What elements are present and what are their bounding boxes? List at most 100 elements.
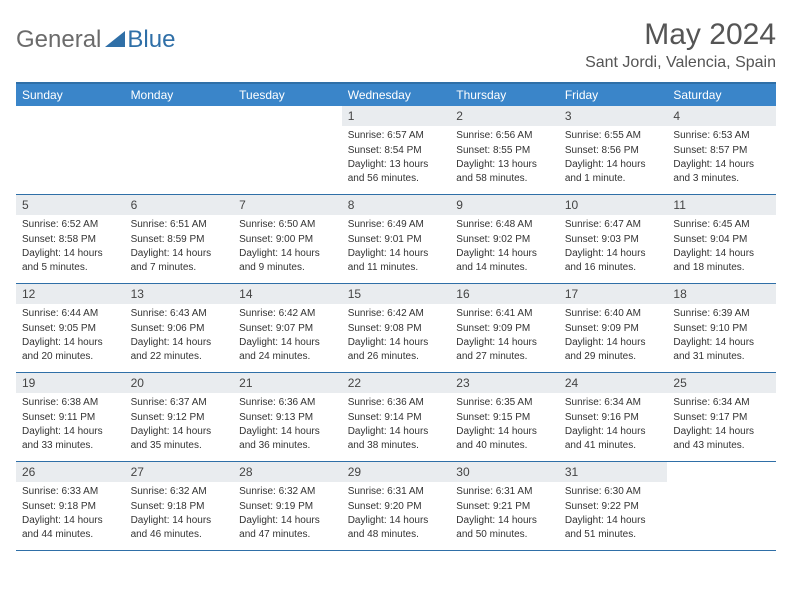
day-cell: 18Sunrise: 6:39 AMSunset: 9:10 PMDayligh…: [667, 284, 776, 372]
day-cell: 24Sunrise: 6:34 AMSunset: 9:16 PMDayligh…: [559, 373, 668, 461]
day-sunrise: Sunrise: 6:30 AM: [565, 485, 662, 499]
day-sunset: Sunset: 9:18 PM: [22, 500, 119, 514]
day-content: Sunrise: 6:31 AMSunset: 9:20 PMDaylight:…: [342, 482, 451, 548]
day-cell: 3Sunrise: 6:55 AMSunset: 8:56 PMDaylight…: [559, 106, 668, 194]
page-header: General Blue May 2024 Sant Jordi, Valenc…: [16, 18, 776, 72]
day-sunset: Sunset: 9:07 PM: [239, 322, 336, 336]
day-daylight: Daylight: 14 hours and 44 minutes.: [22, 514, 119, 541]
day-number: 18: [667, 284, 776, 304]
day-content: Sunrise: 6:51 AMSunset: 8:59 PMDaylight:…: [125, 215, 234, 281]
day-sunrise: Sunrise: 6:39 AM: [673, 307, 770, 321]
day-number: 2: [450, 106, 559, 126]
day-number: 6: [125, 195, 234, 215]
day-number: 13: [125, 284, 234, 304]
day-sunrise: Sunrise: 6:38 AM: [22, 396, 119, 410]
weekday-label: Monday: [125, 84, 234, 106]
day-number: 27: [125, 462, 234, 482]
day-sunrise: Sunrise: 6:34 AM: [565, 396, 662, 410]
calendar-week: 12Sunrise: 6:44 AMSunset: 9:05 PMDayligh…: [16, 284, 776, 373]
day-cell: 27Sunrise: 6:32 AMSunset: 9:18 PMDayligh…: [125, 462, 234, 550]
day-content: Sunrise: 6:47 AMSunset: 9:03 PMDaylight:…: [559, 215, 668, 281]
day-sunset: Sunset: 9:04 PM: [673, 233, 770, 247]
day-sunrise: Sunrise: 6:52 AM: [22, 218, 119, 232]
day-sunset: Sunset: 9:19 PM: [239, 500, 336, 514]
day-sunset: Sunset: 9:21 PM: [456, 500, 553, 514]
day-sunrise: Sunrise: 6:45 AM: [673, 218, 770, 232]
day-sunset: Sunset: 9:12 PM: [131, 411, 228, 425]
day-cell: 30Sunrise: 6:31 AMSunset: 9:21 PMDayligh…: [450, 462, 559, 550]
day-cell: .: [233, 106, 342, 194]
day-sunrise: Sunrise: 6:42 AM: [348, 307, 445, 321]
day-number: 28: [233, 462, 342, 482]
day-content: Sunrise: 6:42 AMSunset: 9:07 PMDaylight:…: [233, 304, 342, 370]
day-sunrise: Sunrise: 6:49 AM: [348, 218, 445, 232]
day-cell: 11Sunrise: 6:45 AMSunset: 9:04 PMDayligh…: [667, 195, 776, 283]
day-sunset: Sunset: 9:08 PM: [348, 322, 445, 336]
day-sunrise: Sunrise: 6:40 AM: [565, 307, 662, 321]
day-daylight: Daylight: 14 hours and 5 minutes.: [22, 247, 119, 274]
day-number: 5: [16, 195, 125, 215]
day-sunset: Sunset: 9:00 PM: [239, 233, 336, 247]
day-daylight: Daylight: 14 hours and 41 minutes.: [565, 425, 662, 452]
day-sunrise: Sunrise: 6:47 AM: [565, 218, 662, 232]
day-sunset: Sunset: 9:09 PM: [456, 322, 553, 336]
weekday-label: Saturday: [667, 84, 776, 106]
day-content: Sunrise: 6:36 AMSunset: 9:14 PMDaylight:…: [342, 393, 451, 459]
day-cell: 17Sunrise: 6:40 AMSunset: 9:09 PMDayligh…: [559, 284, 668, 372]
day-content: Sunrise: 6:30 AMSunset: 9:22 PMDaylight:…: [559, 482, 668, 548]
day-number: 24: [559, 373, 668, 393]
day-sunset: Sunset: 9:09 PM: [565, 322, 662, 336]
day-daylight: Daylight: 14 hours and 20 minutes.: [22, 336, 119, 363]
day-sunset: Sunset: 9:03 PM: [565, 233, 662, 247]
day-number: 4: [667, 106, 776, 126]
day-cell: 15Sunrise: 6:42 AMSunset: 9:08 PMDayligh…: [342, 284, 451, 372]
calendar-week: 26Sunrise: 6:33 AMSunset: 9:18 PMDayligh…: [16, 462, 776, 551]
day-content: Sunrise: 6:45 AMSunset: 9:04 PMDaylight:…: [667, 215, 776, 281]
day-number: 9: [450, 195, 559, 215]
day-sunset: Sunset: 9:10 PM: [673, 322, 770, 336]
day-cell: 7Sunrise: 6:50 AMSunset: 9:00 PMDaylight…: [233, 195, 342, 283]
day-number: 10: [559, 195, 668, 215]
day-sunset: Sunset: 8:58 PM: [22, 233, 119, 247]
day-cell: 10Sunrise: 6:47 AMSunset: 9:03 PMDayligh…: [559, 195, 668, 283]
day-sunset: Sunset: 9:13 PM: [239, 411, 336, 425]
day-content: Sunrise: 6:41 AMSunset: 9:09 PMDaylight:…: [450, 304, 559, 370]
day-sunrise: Sunrise: 6:31 AM: [456, 485, 553, 499]
day-sunrise: Sunrise: 6:53 AM: [673, 129, 770, 143]
day-daylight: Daylight: 14 hours and 14 minutes.: [456, 247, 553, 274]
day-cell: 9Sunrise: 6:48 AMSunset: 9:02 PMDaylight…: [450, 195, 559, 283]
day-cell: .: [667, 462, 776, 550]
day-number: 21: [233, 373, 342, 393]
day-cell: 14Sunrise: 6:42 AMSunset: 9:07 PMDayligh…: [233, 284, 342, 372]
day-cell: .: [16, 106, 125, 194]
day-cell: 2Sunrise: 6:56 AMSunset: 8:55 PMDaylight…: [450, 106, 559, 194]
day-number: 11: [667, 195, 776, 215]
day-number: 19: [16, 373, 125, 393]
calendar-week: 5Sunrise: 6:52 AMSunset: 8:58 PMDaylight…: [16, 195, 776, 284]
location-label: Sant Jordi, Valencia, Spain: [585, 54, 776, 72]
day-daylight: Daylight: 14 hours and 11 minutes.: [348, 247, 445, 274]
day-content: Sunrise: 6:33 AMSunset: 9:18 PMDaylight:…: [16, 482, 125, 548]
day-sunset: Sunset: 8:55 PM: [456, 144, 553, 158]
weekday-label: Friday: [559, 84, 668, 106]
day-content: Sunrise: 6:35 AMSunset: 9:15 PMDaylight:…: [450, 393, 559, 459]
day-daylight: Daylight: 14 hours and 48 minutes.: [348, 514, 445, 541]
day-daylight: Daylight: 14 hours and 18 minutes.: [673, 247, 770, 274]
day-cell: 22Sunrise: 6:36 AMSunset: 9:14 PMDayligh…: [342, 373, 451, 461]
day-number: 30: [450, 462, 559, 482]
day-content: Sunrise: 6:31 AMSunset: 9:21 PMDaylight:…: [450, 482, 559, 548]
day-content: Sunrise: 6:50 AMSunset: 9:00 PMDaylight:…: [233, 215, 342, 281]
day-sunset: Sunset: 9:02 PM: [456, 233, 553, 247]
day-cell: 21Sunrise: 6:36 AMSunset: 9:13 PMDayligh…: [233, 373, 342, 461]
day-content: Sunrise: 6:32 AMSunset: 9:19 PMDaylight:…: [233, 482, 342, 548]
day-daylight: Daylight: 14 hours and 22 minutes.: [131, 336, 228, 363]
day-daylight: Daylight: 14 hours and 35 minutes.: [131, 425, 228, 452]
day-daylight: Daylight: 14 hours and 26 minutes.: [348, 336, 445, 363]
day-daylight: Daylight: 14 hours and 1 minute.: [565, 158, 662, 185]
day-cell: 12Sunrise: 6:44 AMSunset: 9:05 PMDayligh…: [16, 284, 125, 372]
day-sunset: Sunset: 9:14 PM: [348, 411, 445, 425]
day-content: Sunrise: 6:36 AMSunset: 9:13 PMDaylight:…: [233, 393, 342, 459]
day-content: Sunrise: 6:44 AMSunset: 9:05 PMDaylight:…: [16, 304, 125, 370]
day-content: Sunrise: 6:52 AMSunset: 8:58 PMDaylight:…: [16, 215, 125, 281]
day-daylight: Daylight: 14 hours and 24 minutes.: [239, 336, 336, 363]
